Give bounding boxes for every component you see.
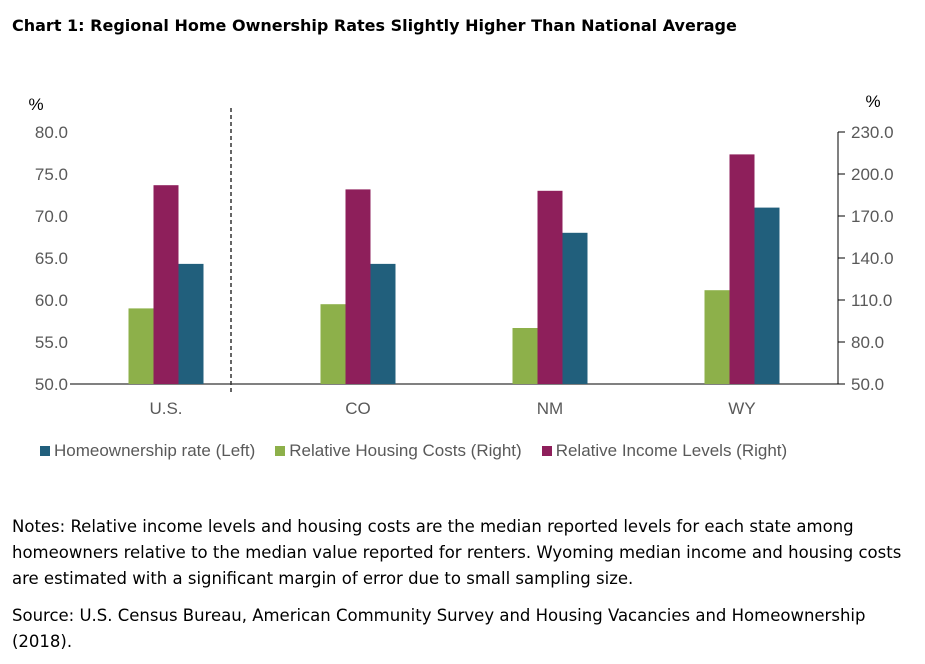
category-labels: U.S. CO NM WY — [149, 399, 755, 418]
bars-group — [128, 154, 780, 384]
left-tick-label: 70.0 — [35, 207, 68, 226]
legend-swatch-homeownership — [40, 446, 50, 456]
bar-nm-0 — [512, 328, 538, 384]
bar-nm-1 — [537, 190, 563, 384]
right-tick-label: 140.0 — [851, 249, 894, 268]
left-tick-label: 50.0 — [35, 375, 68, 394]
legend-item-housing-costs: Relative Housing Costs (Right) — [275, 441, 522, 461]
bar-wy-2 — [754, 207, 780, 384]
bar-co-0 — [320, 304, 346, 384]
category-label: NM — [537, 399, 563, 418]
bar-co-1 — [345, 189, 371, 384]
left-tick-label: 65.0 — [35, 249, 68, 268]
chart-svg: % % 80.0 75.0 70.0 65.0 60.0 55.0 50.0 230.0 20… — [28, 92, 894, 418]
legend: Homeownership rate (Left) Relative Housi… — [40, 441, 807, 461]
left-tick-label: 60.0 — [35, 291, 68, 310]
category-label: WY — [728, 399, 755, 418]
right-axis-unit: % — [865, 92, 880, 111]
chart-notes: Notes: Relative income levels and housin… — [12, 517, 902, 588]
legend-item-income-levels: Relative Income Levels (Right) — [541, 441, 788, 461]
legend-item-homeownership: Homeownership rate (Left) — [40, 441, 255, 461]
right-axis-ticks: 230.0 200.0 170.0 140.0 110.0 80.0 50.0 — [838, 123, 894, 394]
chart-title: Chart 1: Regional Home Ownership Rates S… — [12, 16, 737, 35]
left-tick-label: 80.0 — [35, 123, 68, 142]
right-tick-label: 230.0 — [851, 123, 894, 142]
category-label: U.S. — [149, 399, 182, 418]
left-tick-label: 75.0 — [35, 165, 68, 184]
legend-label-income-levels: Relative Income Levels (Right) — [555, 441, 788, 460]
left-axis-unit: % — [28, 95, 43, 114]
legend-label-homeownership: Homeownership rate (Left) — [54, 441, 256, 460]
right-tick-label: 110.0 — [851, 291, 892, 310]
right-tick-label: 170.0 — [851, 207, 894, 226]
bar-nm-2 — [562, 232, 588, 384]
legend-label-housing-costs: Relative Housing Costs (Right) — [289, 441, 522, 460]
chart-source: Source: U.S. Census Bureau, American Com… — [12, 606, 866, 651]
bar-wy-1 — [729, 154, 755, 384]
left-tick-label: 55.0 — [35, 333, 68, 352]
right-tick-label: 50.0 — [851, 375, 884, 394]
bar-co-2 — [370, 263, 396, 384]
right-tick-label: 200.0 — [851, 165, 894, 184]
right-tick-label: 80.0 — [851, 333, 884, 352]
bar-us-0 — [128, 308, 154, 384]
bar-us-2 — [178, 263, 204, 384]
legend-swatch-housing-costs — [275, 446, 286, 456]
bar-wy-0 — [704, 290, 730, 384]
bar-us-1 — [153, 185, 179, 384]
left-axis-ticks: 80.0 75.0 70.0 65.0 60.0 55.0 50.0 — [35, 123, 68, 394]
legend-swatch-income-levels — [541, 446, 552, 456]
category-label: CO — [345, 399, 371, 418]
